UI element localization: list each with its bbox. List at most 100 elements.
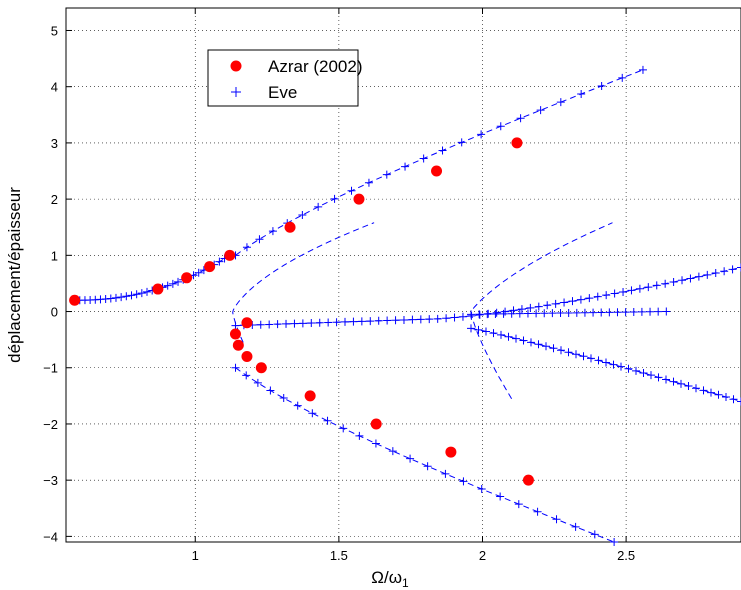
y-tick-label: 5 bbox=[51, 23, 58, 38]
eve-marker bbox=[477, 484, 486, 493]
y-tick-label: 2 bbox=[51, 192, 58, 207]
y-tick-label: −3 bbox=[43, 473, 58, 488]
eve-marker bbox=[662, 307, 671, 316]
eve-marker bbox=[458, 312, 467, 321]
eve-marker bbox=[597, 308, 606, 317]
azrar-point bbox=[511, 137, 523, 149]
eve-marker bbox=[556, 98, 565, 107]
eve-marker bbox=[646, 307, 655, 316]
eve-marker bbox=[678, 276, 687, 285]
eve-marker bbox=[496, 122, 505, 131]
eve-marker bbox=[589, 308, 598, 317]
eve-marker bbox=[576, 295, 585, 304]
legend-marker-azrar bbox=[230, 60, 242, 72]
eve-marker bbox=[669, 377, 678, 386]
eve-marker bbox=[661, 279, 670, 288]
azrar-point bbox=[522, 474, 534, 486]
eve-marker bbox=[512, 334, 520, 343]
eve-marker bbox=[399, 315, 408, 324]
legend-marker-eve bbox=[231, 87, 241, 97]
eve-marker bbox=[459, 477, 468, 486]
eve-marker bbox=[127, 291, 136, 300]
eve-marker bbox=[366, 317, 375, 326]
azrar-point bbox=[69, 294, 81, 306]
legend-label-eve: Eve bbox=[268, 83, 297, 102]
backbone-lower bbox=[235, 367, 615, 543]
eve-marker bbox=[308, 409, 317, 418]
eve-marker bbox=[371, 439, 380, 448]
eve-marker bbox=[602, 291, 611, 300]
eve-marker bbox=[532, 309, 541, 318]
eve-marker bbox=[382, 170, 391, 179]
eve-marker bbox=[265, 320, 274, 329]
eve-marker bbox=[587, 354, 595, 363]
eve-marker bbox=[293, 401, 302, 410]
eve-marker bbox=[256, 320, 265, 329]
eve-marker bbox=[491, 309, 500, 318]
eve-marker bbox=[624, 364, 633, 373]
eve-marker bbox=[438, 146, 447, 155]
eve-marker bbox=[605, 308, 614, 317]
eve-marker bbox=[268, 227, 277, 236]
eve-marker bbox=[347, 186, 356, 195]
eve-marker bbox=[475, 310, 484, 319]
eve-marker bbox=[534, 340, 543, 349]
eve-marker bbox=[618, 73, 627, 82]
eve-marker bbox=[332, 318, 341, 327]
eve-marker bbox=[593, 292, 602, 301]
azrar-point bbox=[431, 165, 443, 177]
eve-marker bbox=[122, 292, 131, 301]
eve-marker bbox=[355, 431, 364, 440]
eve-marker bbox=[117, 293, 126, 302]
azrar-point bbox=[224, 249, 236, 261]
eve-marker bbox=[341, 317, 349, 326]
eve-marker bbox=[610, 289, 619, 298]
eve-marker bbox=[282, 319, 291, 328]
eve-marker bbox=[644, 283, 653, 292]
eve-marker bbox=[474, 325, 483, 334]
eve-marker bbox=[714, 390, 723, 399]
eve-marker bbox=[433, 314, 442, 323]
eve-marker bbox=[441, 469, 450, 478]
azrar-point bbox=[353, 193, 365, 205]
eve-marker bbox=[677, 379, 685, 388]
y-tick-label: 0 bbox=[51, 305, 58, 320]
eve-marker bbox=[330, 194, 339, 203]
eve-marker bbox=[662, 375, 670, 384]
eve-marker bbox=[572, 350, 580, 359]
eve-marker bbox=[364, 178, 373, 187]
eve-marker bbox=[610, 538, 619, 546]
eve-marker bbox=[617, 362, 625, 371]
eve-marker bbox=[737, 397, 741, 406]
eve-marker bbox=[635, 284, 644, 293]
eve-marker bbox=[533, 507, 542, 516]
eve-marker bbox=[571, 522, 580, 531]
eve-marker bbox=[613, 308, 622, 317]
eve-marker bbox=[101, 294, 110, 303]
eve-marker bbox=[242, 243, 251, 252]
eve-marker bbox=[590, 530, 599, 539]
eve-marker bbox=[323, 416, 332, 425]
azrar-point bbox=[255, 362, 267, 374]
y-axis-label: déplacement/épaisseur bbox=[5, 187, 24, 363]
eve-marker bbox=[722, 393, 730, 402]
eve-marker bbox=[515, 309, 524, 318]
eve-marker bbox=[720, 267, 729, 276]
eve-marker bbox=[509, 306, 518, 315]
eve-marker bbox=[652, 281, 661, 290]
grid-lines bbox=[66, 8, 741, 542]
eve-marker bbox=[669, 277, 678, 286]
plot-area bbox=[65, 7, 741, 543]
eve-marker bbox=[729, 395, 738, 404]
eve-marker bbox=[106, 294, 115, 303]
eve-marker bbox=[737, 263, 741, 272]
y-tick-label: −2 bbox=[43, 417, 58, 432]
eve-marker bbox=[496, 492, 505, 501]
eve-marker bbox=[408, 315, 417, 324]
eve-marker bbox=[699, 386, 708, 395]
eve-marker bbox=[406, 454, 415, 463]
eve-marker bbox=[602, 358, 610, 367]
eve-marker bbox=[143, 287, 151, 296]
eve-marker bbox=[654, 307, 663, 316]
eve-marker bbox=[425, 315, 434, 324]
